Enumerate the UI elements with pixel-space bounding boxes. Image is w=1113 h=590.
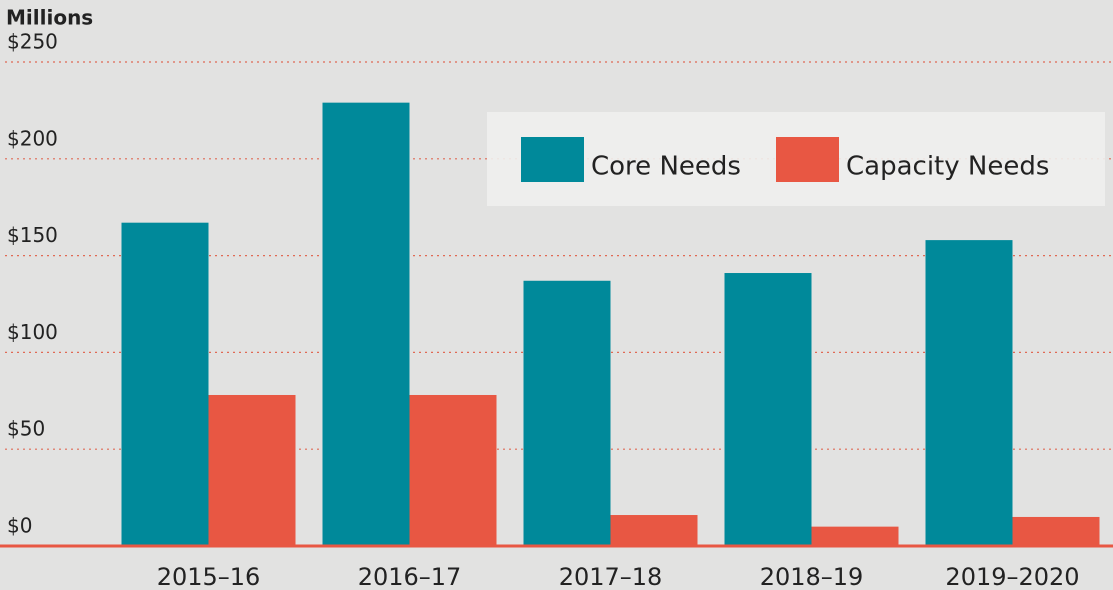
x-tick-label: 2019–2020 [945,563,1079,590]
y-tick-label: $250 [7,30,58,54]
bar [322,102,410,546]
y-tick-label: $100 [7,320,58,344]
bar [1012,516,1100,546]
y-tick-label: $0 [7,514,32,538]
x-tick-label: 2017–18 [559,563,663,590]
bar [811,526,899,546]
y-tick-label: $50 [7,417,45,441]
legend-label: Capacity Needs [846,152,1049,182]
y-tick-label: $150 [7,223,58,247]
y-tick-label: $200 [7,126,58,150]
bar [523,280,611,546]
x-tick-label: 2018–19 [760,563,864,590]
legend-swatch [521,137,584,182]
y-axis-label: Millions [6,6,93,30]
bar [121,222,209,547]
bar [925,240,1013,546]
bar [610,515,698,546]
bar [724,273,812,546]
x-tick-label: 2016–17 [358,563,462,590]
legend-swatch [776,137,839,182]
bar [409,394,497,546]
legend-label: Core Needs [591,152,741,182]
bar [208,394,296,546]
x-tick-label: 2015–16 [157,563,261,590]
